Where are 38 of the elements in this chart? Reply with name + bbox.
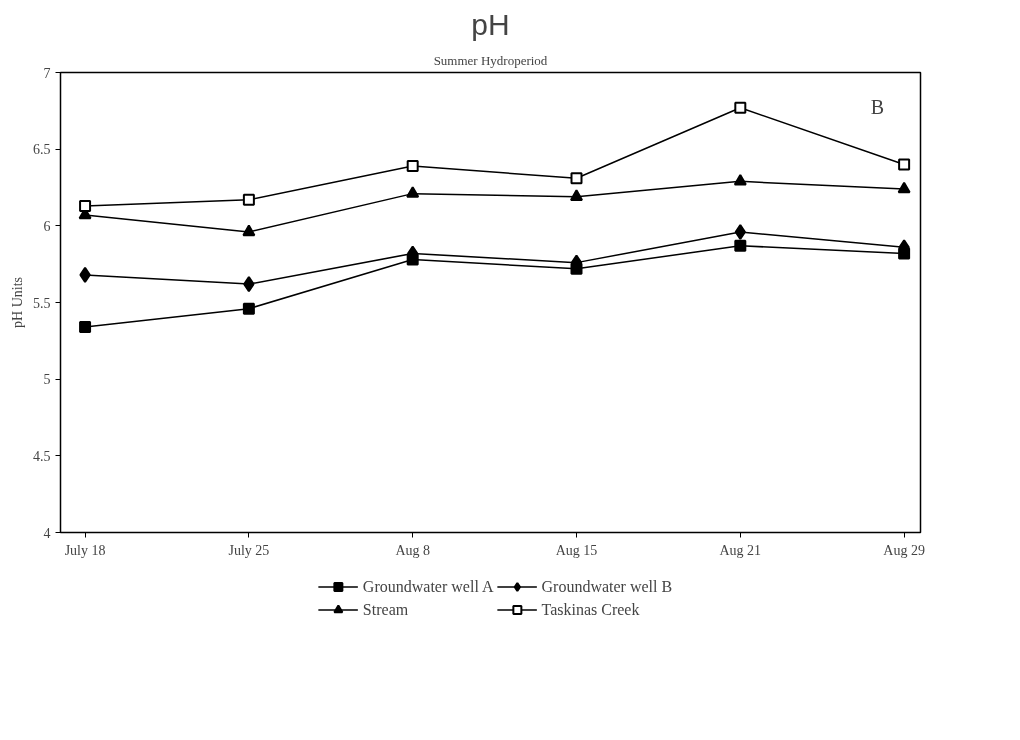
point bbox=[243, 276, 255, 293]
x-tick-label: Aug 15 bbox=[555, 542, 598, 558]
point bbox=[79, 266, 91, 283]
point bbox=[734, 101, 747, 114]
y-axis-title: pH Units bbox=[10, 277, 25, 328]
y-tick-label: 4 bbox=[43, 525, 51, 541]
chart-subtitle: Summer Hydroperiod bbox=[433, 52, 548, 68]
point bbox=[79, 321, 92, 334]
legend-label: Groundwater well B bbox=[541, 577, 673, 595]
point bbox=[734, 223, 746, 240]
point bbox=[242, 224, 256, 237]
y-tick-label: 7 bbox=[43, 65, 51, 81]
x-tick-label: Aug 8 bbox=[395, 542, 431, 558]
x-tick-label: Aug 21 bbox=[719, 542, 762, 558]
point bbox=[733, 174, 747, 186]
legend-label: Stream bbox=[362, 600, 409, 618]
legend-label: Groundwater well A bbox=[362, 577, 494, 595]
chart-title: pH bbox=[471, 7, 510, 41]
x-tick-label: July 18 bbox=[64, 542, 106, 558]
y-tick-label: 6 bbox=[43, 218, 51, 234]
point bbox=[570, 189, 583, 201]
point bbox=[406, 186, 420, 198]
annotation: B bbox=[870, 95, 885, 118]
point bbox=[898, 158, 911, 171]
point bbox=[897, 181, 911, 194]
x-tick-label: July 25 bbox=[228, 542, 270, 558]
point bbox=[79, 199, 92, 212]
legend-label: Taskinas Creek bbox=[541, 600, 640, 618]
point bbox=[242, 193, 255, 206]
point bbox=[242, 302, 255, 315]
y-tick-label: 5.5 bbox=[33, 295, 51, 311]
y-tick-label: 6.5 bbox=[33, 142, 51, 158]
point bbox=[734, 239, 747, 252]
y-tick-label: 5 bbox=[43, 372, 51, 388]
x-tick-label: Aug 29 bbox=[883, 542, 925, 558]
y-tick-label: 4.5 bbox=[33, 448, 51, 464]
point bbox=[406, 160, 419, 173]
point bbox=[570, 172, 583, 185]
